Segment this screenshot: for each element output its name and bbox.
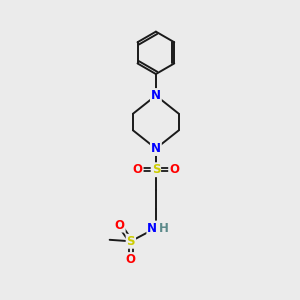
Text: O: O xyxy=(126,253,136,266)
Text: H: H xyxy=(159,221,169,235)
Text: S: S xyxy=(127,235,135,248)
Text: O: O xyxy=(115,219,125,232)
Text: S: S xyxy=(152,163,160,176)
Text: O: O xyxy=(133,163,142,176)
Text: N: N xyxy=(151,89,161,102)
Text: N: N xyxy=(151,142,161,155)
Text: O: O xyxy=(169,163,179,176)
Text: N: N xyxy=(147,221,158,235)
